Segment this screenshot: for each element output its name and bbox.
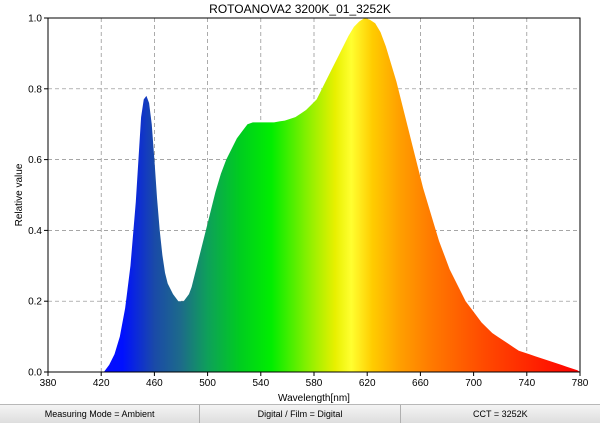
y-tick-label: 0.8 — [28, 84, 42, 95]
x-tick-label: 660 — [412, 378, 429, 389]
x-axis-label: Wavelength[nm] — [278, 393, 350, 404]
y-tick-label: 0.6 — [28, 155, 42, 166]
x-tick-label: 740 — [518, 378, 535, 389]
measuring-mode-status: Measuring Mode = Ambient — [0, 405, 201, 423]
digital-film-status: Digital / Film = Digital — [200, 405, 401, 423]
y-axis-label: Relative value — [14, 163, 25, 226]
x-tick-label: 780 — [572, 378, 589, 389]
x-tick-label: 540 — [252, 378, 269, 389]
y-axis-ticks: 0.0 0.2 0.4 0.6 0.8 1.0 — [28, 14, 48, 379]
chart-title: ROTOANOVA2 3200K_01_3252K — [209, 2, 391, 16]
x-axis-ticks: 380 420 460 500 540 580 620 660 700 740 780 — [40, 372, 589, 389]
x-tick-label: 380 — [40, 378, 57, 389]
x-tick-label: 500 — [199, 378, 216, 389]
x-tick-label: 700 — [465, 378, 482, 389]
spectrum-area — [103, 18, 580, 372]
y-tick-label: 0.4 — [28, 226, 42, 237]
spectrum-chart: ROTOANOVA2 3200K_01_3252K 380 420 460 500 54… — [14, 2, 589, 404]
x-tick-label: 420 — [93, 378, 110, 389]
cct-status: CCT = 3252K — [400, 405, 600, 423]
y-tick-label: 0.2 — [28, 297, 42, 308]
spectrum-series — [103, 18, 580, 372]
x-tick-label: 620 — [359, 378, 376, 389]
status-bar: Measuring Mode = Ambient Digital / Film … — [0, 404, 600, 423]
x-tick-label: 580 — [306, 378, 323, 389]
y-tick-label: 0.0 — [28, 368, 42, 379]
y-tick-label: 1.0 — [28, 14, 42, 25]
x-tick-label: 460 — [146, 378, 163, 389]
